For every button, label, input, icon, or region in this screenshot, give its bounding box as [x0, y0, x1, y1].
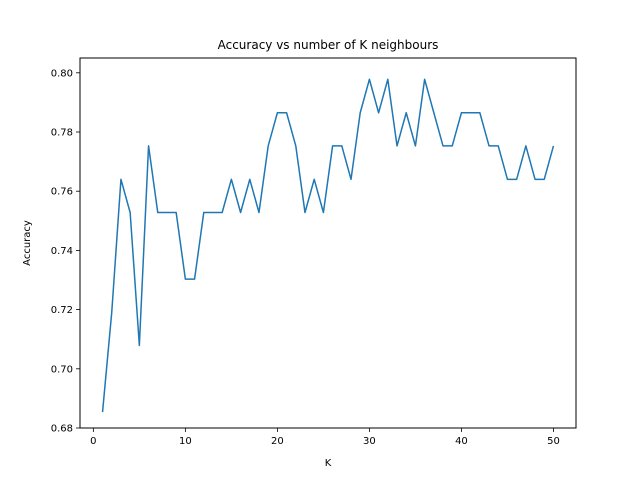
data-point	[148, 145, 150, 147]
data-point	[230, 178, 232, 180]
y-tick-label: 0.72	[51, 305, 73, 316]
data-point	[267, 145, 269, 147]
data-point	[322, 212, 324, 214]
y-tick-label: 0.80	[51, 68, 73, 79]
data-point	[286, 112, 288, 114]
x-tick-label: 10	[179, 436, 192, 447]
x-tick-label: 20	[271, 436, 284, 447]
data-point	[304, 212, 306, 214]
data-point	[102, 411, 104, 413]
y-tick-label: 0.74	[51, 246, 73, 257]
data-point	[368, 78, 370, 80]
data-point	[516, 178, 518, 180]
data-point	[295, 145, 297, 147]
data-point	[378, 112, 380, 114]
y-tick-label: 0.78	[51, 128, 73, 139]
data-point	[387, 78, 389, 80]
data-point	[166, 212, 168, 214]
data-point	[157, 212, 159, 214]
x-tick-label: 50	[547, 436, 560, 447]
data-point	[332, 145, 334, 147]
data-point	[534, 178, 536, 180]
data-point	[194, 278, 196, 280]
y-tick-label: 0.76	[51, 187, 73, 198]
data-point	[470, 112, 472, 114]
data-point	[488, 145, 490, 147]
data-point	[138, 344, 140, 346]
chart-title: Accuracy vs number of K neighbours	[218, 38, 439, 52]
data-point	[479, 112, 481, 114]
data-point	[359, 112, 361, 114]
x-axis-ticks: 0 10 20 30 40 50	[90, 428, 560, 447]
data-point	[424, 78, 426, 80]
y-tick-label: 0.68	[51, 424, 73, 435]
data-point	[543, 178, 545, 180]
data-point	[525, 145, 527, 147]
x-axis-label: K	[325, 458, 332, 469]
data-point	[442, 145, 444, 147]
plot-frame	[79, 57, 577, 429]
data-point	[120, 178, 122, 180]
data-point	[451, 145, 453, 147]
x-tick-label: 40	[455, 436, 468, 447]
data-point	[497, 145, 499, 147]
data-point	[552, 145, 554, 147]
data-point	[249, 178, 251, 180]
data-point	[212, 212, 214, 214]
plot-area	[101, 78, 555, 413]
data-point	[341, 145, 343, 147]
data-point	[414, 145, 416, 147]
y-axis-label: Accuracy	[22, 220, 33, 266]
data-point	[405, 112, 407, 114]
data-point	[460, 112, 462, 114]
series-line	[101, 78, 555, 413]
data-point	[203, 212, 205, 214]
data-point	[129, 212, 131, 214]
data-point	[506, 178, 508, 180]
data-point	[258, 212, 260, 214]
data-point	[184, 278, 186, 280]
x-tick-label: 0	[90, 436, 96, 447]
data-point	[396, 145, 398, 147]
data-point	[350, 178, 352, 180]
data-point	[240, 212, 242, 214]
data-point	[433, 112, 435, 114]
data-point	[111, 311, 113, 313]
y-tick-label: 0.70	[51, 364, 73, 375]
y-axis-ticks: 0.68 0.70 0.72 0.74 0.76 0.78 0.80	[51, 68, 80, 435]
data-point	[221, 212, 223, 214]
data-point	[313, 178, 315, 180]
x-tick-label: 30	[363, 436, 376, 447]
data-point	[175, 212, 177, 214]
data-point	[276, 112, 278, 114]
